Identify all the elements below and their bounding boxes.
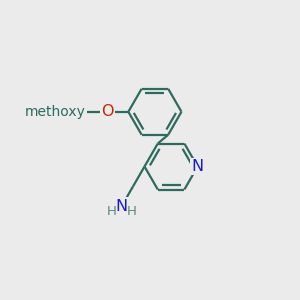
Text: methoxy: methoxy	[25, 105, 85, 119]
Text: O: O	[101, 104, 114, 119]
Text: N: N	[116, 199, 128, 214]
Text: H: H	[126, 206, 136, 218]
Text: N: N	[192, 159, 204, 174]
Text: H: H	[107, 206, 117, 218]
